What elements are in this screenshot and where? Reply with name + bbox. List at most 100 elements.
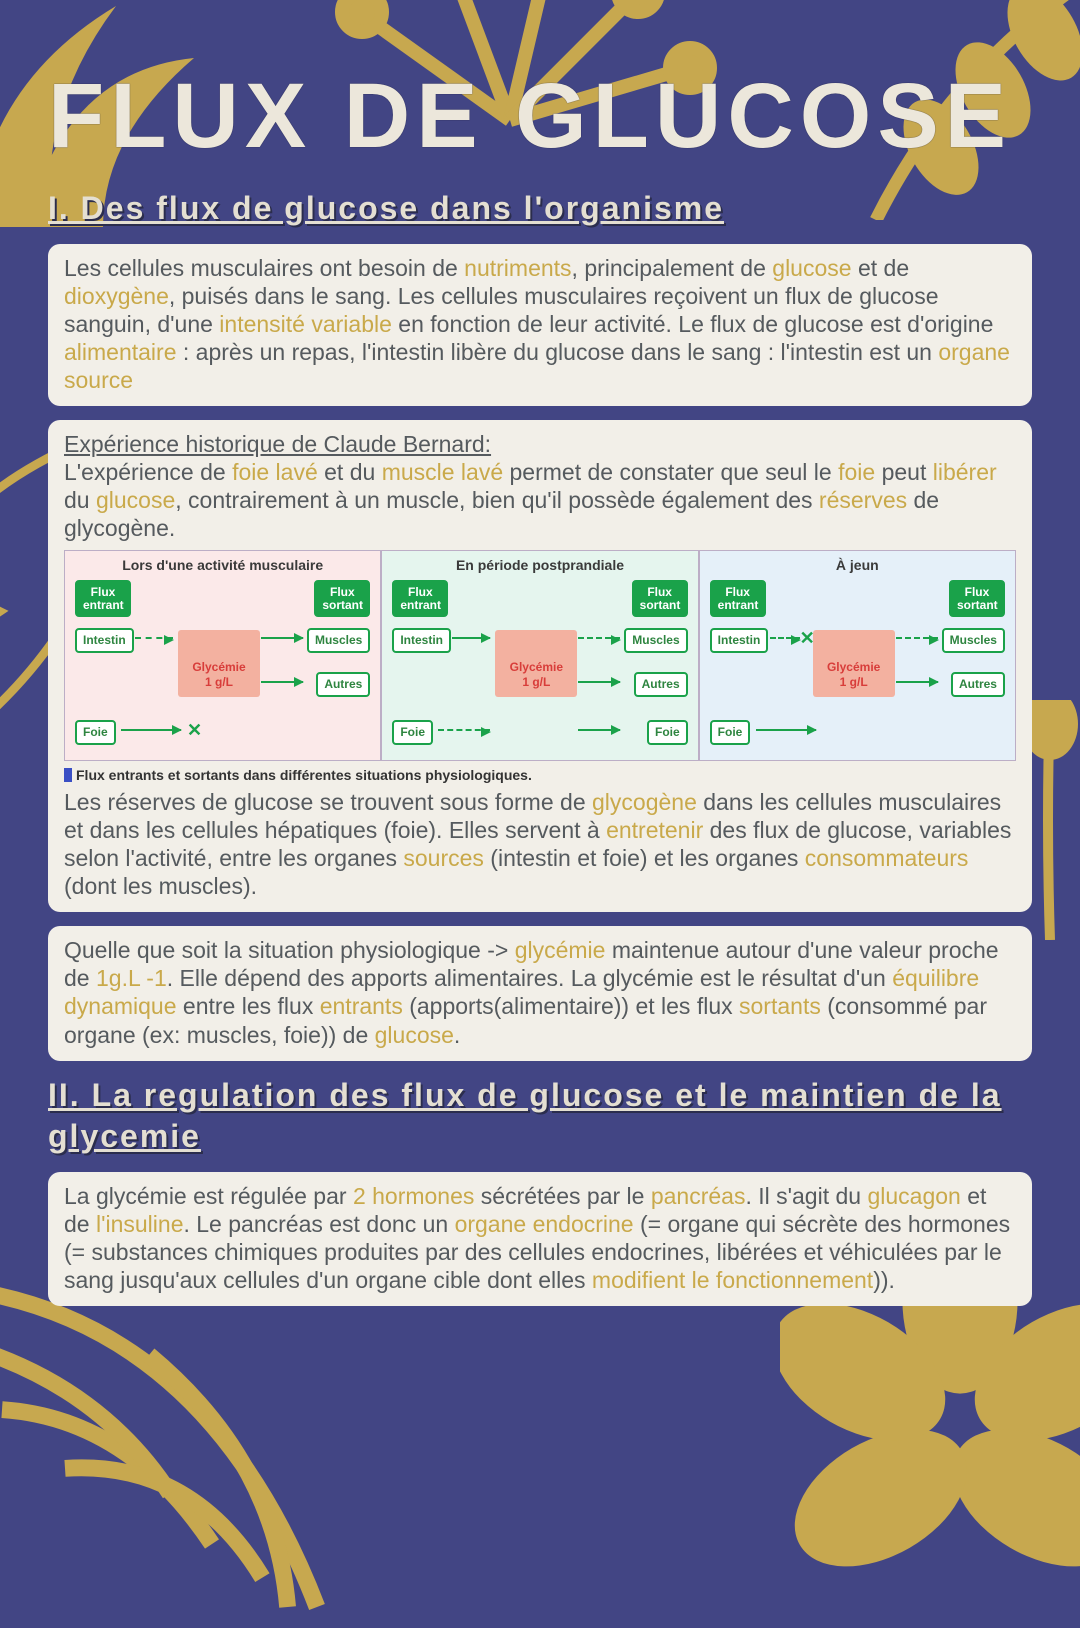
arrow-autres: [578, 681, 620, 683]
section-1-heading: I. Des flux de glucose dans l'organisme: [48, 188, 1032, 230]
hl: entretenir: [606, 817, 703, 843]
txt: peut: [875, 459, 933, 485]
txt: Quelle que soit la situation physiologiq…: [64, 937, 515, 963]
txt: La glycémie est régulée par: [64, 1183, 353, 1209]
hl: modifient le fonctionnement: [592, 1267, 873, 1293]
hl: l'insuline: [96, 1211, 184, 1237]
panel-title: Lors d'une activité musculaire: [73, 557, 372, 574]
hl: entrants: [320, 993, 403, 1019]
flux-in-label: Fluxentrant: [75, 580, 131, 617]
diagram-caption: Flux entrants et sortants dans différent…: [64, 767, 1016, 784]
hl: 2 hormones: [353, 1183, 474, 1209]
foie-node: Foie: [710, 720, 751, 745]
txt: )).: [873, 1267, 895, 1293]
flux-diagram: Lors d'une activité musculaire Fluxentra…: [64, 550, 1016, 761]
hl: nutriments: [464, 255, 571, 281]
panel-title: À jeun: [708, 557, 1007, 574]
txt: (intestin et foie) et les organes: [484, 845, 805, 871]
autres-node: Autres: [316, 672, 370, 697]
foie-node: Foie: [75, 720, 116, 745]
muscles-node: Muscles: [942, 628, 1005, 653]
txt: permet de constater que seul le: [503, 459, 838, 485]
arrow-muscles: [261, 637, 303, 639]
muscles-node: Muscles: [307, 628, 370, 653]
foie-node: Foie: [392, 720, 433, 745]
card-glycemie: Quelle que soit la situation physiologiq…: [48, 926, 1032, 1060]
hl: glucose: [772, 255, 851, 281]
arrow-autres: [261, 681, 303, 683]
x-icon: ✕: [187, 720, 202, 742]
txt: .: [454, 1022, 460, 1048]
arrow-intestin: [770, 637, 800, 639]
hl: 1g.L -1: [96, 965, 167, 991]
arrow-autres: [896, 681, 938, 683]
arrow-foie-in: [438, 729, 490, 731]
subheading: Expérience historique de Claude Bernard:: [64, 431, 491, 457]
glycemie-box: Glycémie1 g/L: [178, 630, 260, 697]
intestin-node: Intestin: [710, 628, 769, 653]
txt: et de: [852, 255, 910, 281]
hl: glucose: [375, 1022, 454, 1048]
autres-node: Autres: [634, 672, 688, 697]
arrow-muscles: [896, 637, 938, 639]
hl: glucagon: [867, 1183, 960, 1209]
hl: dioxygène: [64, 283, 169, 309]
txt: (dont les muscles).: [64, 873, 257, 899]
intestin-node: Intestin: [75, 628, 134, 653]
hl: pancréas: [651, 1183, 746, 1209]
page-title: FLUX DE GLUCOSE: [48, 70, 1032, 162]
txt: Les réserves de glucose se trouvent sous…: [64, 789, 592, 815]
hl: glycémie: [515, 937, 606, 963]
flux-in-label: Fluxentrant: [710, 580, 766, 617]
arrow-intestin: [452, 637, 490, 639]
arrow-foie: [756, 729, 816, 731]
hl: foie lavé: [232, 459, 318, 485]
hl: organe endocrine: [455, 1211, 634, 1237]
caption-text: Flux entrants et sortants dans différent…: [76, 767, 532, 783]
txt: entre les flux: [177, 993, 320, 1019]
txt: , contrairement à un muscle, bien qu'il …: [175, 487, 819, 513]
panel-postprandial: En période postprandiale Fluxentrant Flu…: [381, 550, 698, 761]
glycemie-box: Glycémie1 g/L: [495, 630, 577, 697]
hl: réserves: [819, 487, 907, 513]
hl: consommateurs: [805, 845, 969, 871]
txt: : après un repas, l'intestin libère du g…: [177, 339, 939, 365]
txt: en fonction de leur activité. Le flux de…: [392, 311, 993, 337]
panel-title: En période postprandiale: [390, 557, 689, 574]
flux-in-label: Fluxentrant: [392, 580, 448, 617]
txt: sécrétées par le: [474, 1183, 650, 1209]
hl: glucose: [96, 487, 175, 513]
txt: . Elle dépend des apports alimentaires. …: [167, 965, 892, 991]
arrow-muscles: [578, 637, 620, 639]
flux-out-label: Fluxsortant: [949, 580, 1005, 617]
hl: alimentaire: [64, 339, 177, 365]
txt: et du: [318, 459, 382, 485]
card-intro: Les cellules musculaires ont besoin de n…: [48, 244, 1032, 406]
txt: du: [64, 487, 96, 513]
hl: glycogène: [592, 789, 697, 815]
txt: L'expérience de: [64, 459, 232, 485]
hl: sources: [403, 845, 484, 871]
hl: libérer: [933, 459, 997, 485]
flux-out-label: Fluxsortant: [632, 580, 688, 617]
card-hormones: La glycémie est régulée par 2 hormones s…: [48, 1172, 1032, 1306]
arrow-foie-out: [578, 729, 620, 731]
hl: muscle lavé: [382, 459, 503, 485]
panel-muscular-activity: Lors d'une activité musculaire Fluxentra…: [64, 550, 381, 761]
txt: Les cellules musculaires ont besoin de: [64, 255, 464, 281]
arrow-intestin: [135, 637, 173, 639]
arrow-foie: [121, 729, 181, 731]
panel-fasting: À jeun Fluxentrant Fluxsortant Intestin …: [699, 550, 1016, 761]
hl: foie: [838, 459, 875, 485]
txt: , principalement de: [572, 255, 773, 281]
section-2-heading: II. La regulation des flux de glucose et…: [48, 1075, 1032, 1158]
x-icon: ✕: [800, 628, 815, 650]
hl: sortants: [739, 993, 821, 1019]
card-experience: Expérience historique de Claude Bernard:…: [48, 420, 1032, 913]
intestin-node: Intestin: [392, 628, 451, 653]
txt: (apports(alimentaire)) et les flux: [403, 993, 739, 1019]
flux-out-label: Fluxsortant: [314, 580, 370, 617]
foie-out-node: Foie: [647, 720, 688, 745]
glycemie-box: Glycémie1 g/L: [813, 630, 895, 697]
txt: . Le pancréas est donc un: [183, 1211, 454, 1237]
